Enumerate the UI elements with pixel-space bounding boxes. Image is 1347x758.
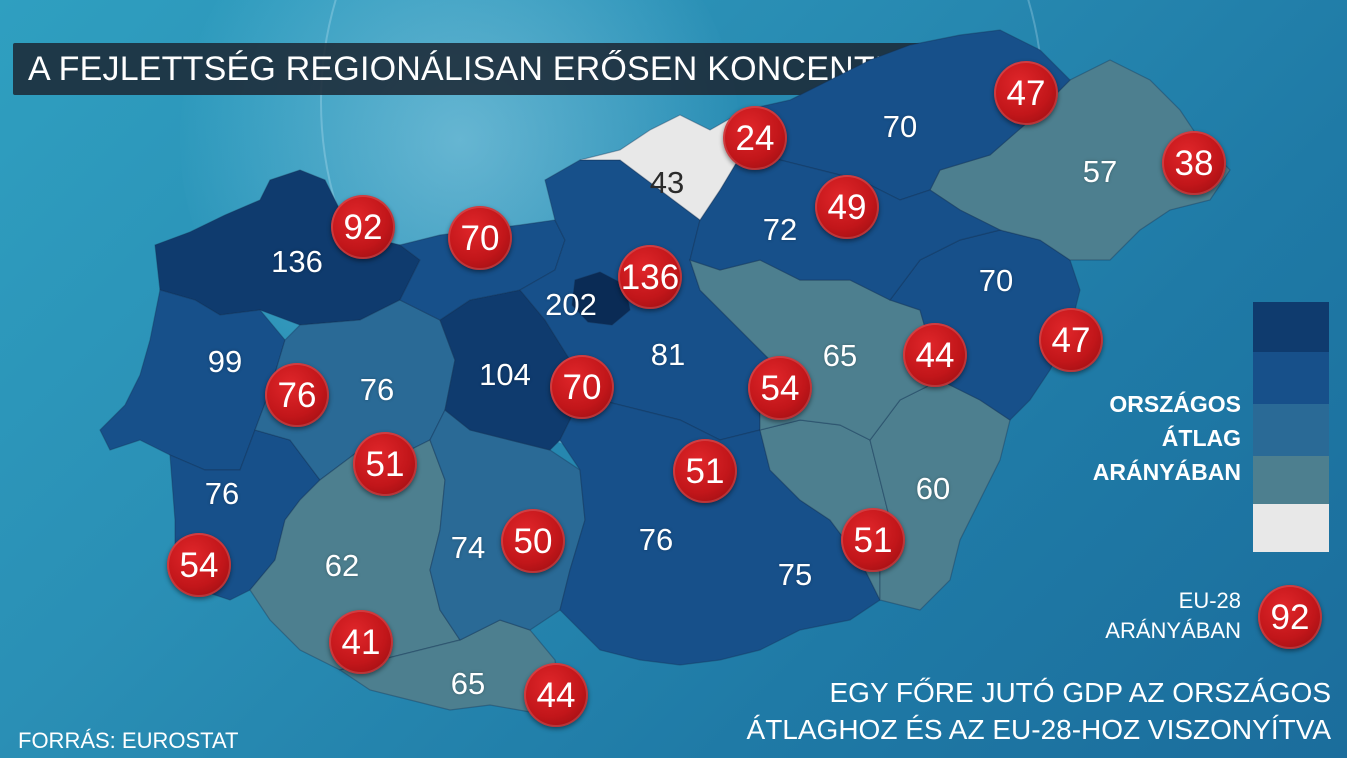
caption-line-1: EGY FŐRE JUTÓ GDP AZ ORSZÁGOS — [829, 677, 1332, 708]
eu-badge-bekes: 44 — [903, 323, 967, 387]
national-value-veszprem: 76 — [359, 372, 395, 407]
eu-badge-borsod: 47 — [994, 61, 1058, 125]
national-value-zala: 76 — [204, 476, 240, 511]
map-title: A FEJLETTSÉG REGIONÁLISAN ERŐSEN KONCENT… — [28, 50, 961, 88]
national-value-heves: 72 — [762, 212, 798, 247]
national-value-budapest: 202 — [545, 287, 597, 322]
eu-badge-veszprem: 51 — [353, 432, 417, 496]
legend-national-line-2: ÁTLAG — [1161, 425, 1241, 451]
eu-badge-budapest: 136 — [618, 245, 682, 309]
eu-badge-vas: 76 — [265, 363, 329, 427]
national-value-hajdu-bihar: 70 — [978, 263, 1014, 298]
legend-swatch-level-4 — [1253, 456, 1329, 504]
eu-badge-heves: 49 — [815, 175, 879, 239]
national-value-csongrad: 75 — [777, 557, 813, 592]
legend-swatch-level-2 — [1253, 352, 1329, 404]
legend-eu-badge: 92 — [1258, 585, 1322, 649]
national-value-gyor: 136 — [271, 244, 323, 279]
eu-badge-somogy: 41 — [329, 610, 393, 674]
source-credit: FORRÁS: EUROSTAT — [18, 728, 239, 753]
eu-badge-bacs-kiskun: 51 — [673, 439, 737, 503]
eu-badge-fejer: 70 — [550, 355, 614, 419]
national-value-nograd: 43 — [649, 165, 685, 200]
title-bar — [13, 43, 920, 95]
legend-swatch-level-5 — [1253, 504, 1329, 552]
national-value-tolna: 74 — [450, 530, 486, 565]
national-value-fejer: 104 — [479, 357, 531, 392]
eu-badge-csongrad: 51 — [841, 508, 905, 572]
legend-swatch-level-1 — [1253, 302, 1329, 352]
eu-badge-komarom: 70 — [448, 206, 512, 270]
caption-line-2: ÁTLAGHOZ ÉS AZ EU-28-HOZ VISZONYÍTVA — [746, 714, 1331, 745]
national-value-baranya: 65 — [450, 666, 486, 701]
national-value-bekes: 60 — [915, 471, 951, 506]
national-value-somogy: 62 — [324, 548, 360, 583]
legend-eu-line-1: EU-28 — [1178, 588, 1241, 613]
national-value-bacs-kiskun: 76 — [638, 522, 674, 557]
national-value-vas: 99 — [207, 344, 243, 379]
caption: EGY FŐRE JUTÓ GDP AZ ORSZÁGOS ÁTLAGHOZ É… — [747, 674, 1331, 748]
region-bacs-kiskun — [559, 399, 881, 666]
eu-badge-szabolcs: 38 — [1162, 131, 1226, 195]
legend-swatch-level-3 — [1253, 404, 1329, 456]
eu-badge-zala: 54 — [167, 533, 231, 597]
eu-badge-nograd: 24 — [723, 106, 787, 170]
national-value-pest: 81 — [650, 337, 686, 372]
eu-badge-baranya: 44 — [524, 663, 588, 727]
national-value-borsod: 70 — [882, 109, 918, 144]
legend-national-line-3: ARÁNYÁBAN — [1092, 459, 1241, 485]
eu-badge-tolna: 50 — [501, 509, 565, 573]
eu-badge-hajdu-bihar: 47 — [1039, 308, 1103, 372]
region-budapest — [571, 271, 631, 326]
national-value-jasz-nagykun: 65 — [822, 338, 858, 373]
legend-national-line-1: ORSZÁGOS — [1109, 391, 1241, 417]
legend-eu-line-2: ARÁNYÁBAN — [1105, 618, 1241, 643]
eu-badge-jasz-nagykun: 54 — [748, 356, 812, 420]
national-value-szabolcs: 57 — [1082, 154, 1118, 189]
eu-badge-gyor: 92 — [331, 195, 395, 259]
